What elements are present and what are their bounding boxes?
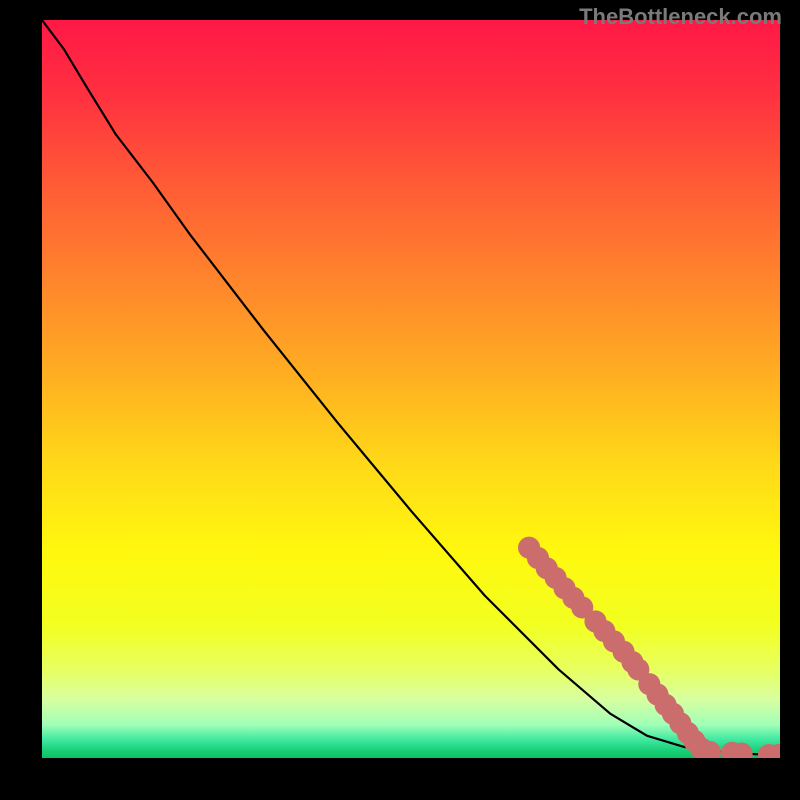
bottleneck-chart: [42, 20, 780, 758]
gradient-background: [42, 20, 780, 758]
chart-stage: TheBottleneck.com: [0, 0, 800, 800]
plot-area: [42, 20, 780, 758]
watermark-text: TheBottleneck.com: [579, 4, 782, 30]
